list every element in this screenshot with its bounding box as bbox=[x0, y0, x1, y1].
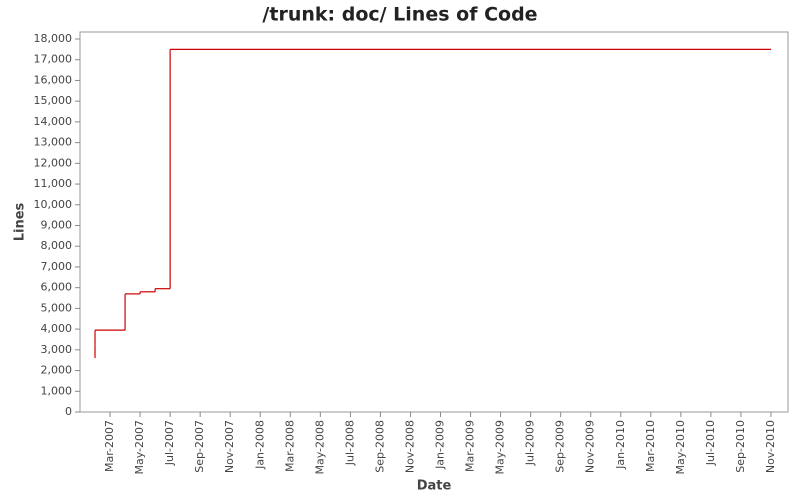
y-tick-label: 16,000 bbox=[34, 73, 73, 86]
x-tick-label: Jan-2010 bbox=[614, 420, 627, 470]
x-tick-label: May-2009 bbox=[494, 420, 507, 475]
y-tick-label: 15,000 bbox=[34, 94, 73, 107]
y-tick-label: 13,000 bbox=[34, 136, 73, 149]
x-tick-label: Nov-2007 bbox=[223, 420, 236, 473]
y-tick-label: 9,000 bbox=[41, 219, 73, 232]
y-tick-label: 0 bbox=[65, 405, 72, 418]
y-tick-label: 7,000 bbox=[41, 260, 73, 273]
x-tick-label: Mar-2008 bbox=[283, 420, 296, 472]
x-tick-label: May-2008 bbox=[313, 420, 326, 475]
y-tick-label: 10,000 bbox=[34, 198, 73, 211]
y-tick-label: 6,000 bbox=[41, 281, 73, 294]
x-tick-label: May-2007 bbox=[133, 420, 146, 475]
y-tick-label: 8,000 bbox=[41, 239, 73, 252]
y-tick-label: 3,000 bbox=[41, 343, 73, 356]
y-tick-label: 2,000 bbox=[41, 364, 73, 377]
x-tick-label: Nov-2010 bbox=[764, 420, 777, 473]
x-tick-label: Sep-2010 bbox=[734, 420, 747, 473]
x-tick-label: Jul-2010 bbox=[704, 420, 717, 466]
plot-frame bbox=[79, 31, 789, 413]
y-tick-label: 11,000 bbox=[34, 177, 73, 190]
y-tick-label: 12,000 bbox=[34, 156, 73, 169]
x-tick-label: Sep-2007 bbox=[193, 420, 206, 473]
y-tick-label: 4,000 bbox=[41, 322, 73, 335]
x-tick-label: Sep-2008 bbox=[373, 420, 386, 473]
x-tick-label: Sep-2009 bbox=[554, 420, 567, 473]
y-tick-label: 1,000 bbox=[41, 384, 73, 397]
y-tick-label: 5,000 bbox=[41, 301, 73, 314]
y-axis-label: Lines bbox=[13, 202, 28, 241]
x-tick-label: Jul-2008 bbox=[343, 420, 356, 466]
x-tick-label: Jan-2009 bbox=[434, 420, 447, 470]
x-tick-label: Jul-2007 bbox=[163, 420, 176, 466]
chart-title: /trunk: doc/ Lines of Code bbox=[262, 4, 537, 26]
y-tick-label: 14,000 bbox=[34, 115, 73, 128]
x-tick-label: May-2010 bbox=[674, 420, 687, 475]
x-tick-label: Mar-2010 bbox=[644, 420, 657, 472]
x-tick-label: Nov-2009 bbox=[584, 420, 597, 473]
x-tick-label: Mar-2007 bbox=[103, 420, 116, 472]
x-tick-label: Jul-2009 bbox=[524, 420, 537, 466]
x-tick-label: Jan-2008 bbox=[253, 420, 266, 470]
y-tick-label: 18,000 bbox=[34, 32, 73, 45]
y-tick-label: 17,000 bbox=[34, 53, 73, 66]
x-tick-label: Nov-2008 bbox=[403, 420, 416, 473]
x-axis-label: Date bbox=[417, 479, 452, 494]
x-tick-label: Mar-2009 bbox=[464, 420, 477, 472]
